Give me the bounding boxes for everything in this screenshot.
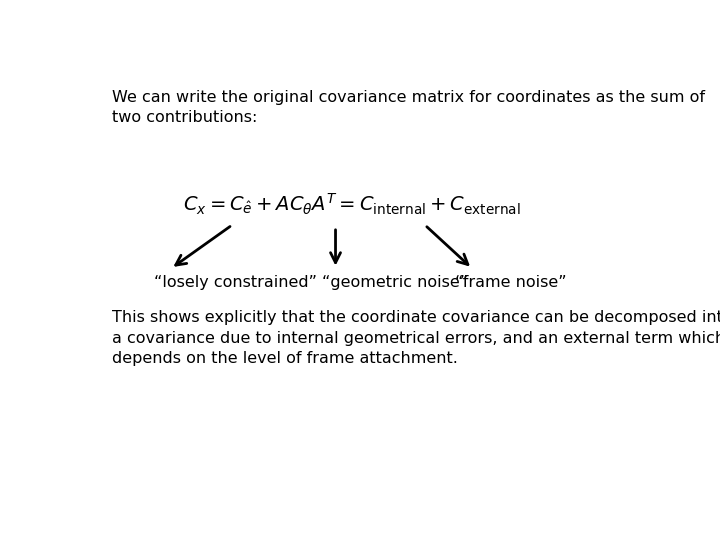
Text: “losely constrained”: “losely constrained”: [154, 275, 318, 290]
Text: “frame noise”: “frame noise”: [456, 275, 567, 290]
Text: “geometric noise”: “geometric noise”: [322, 275, 468, 290]
Text: This shows explicitly that the coordinate covariance can be decomposed into
a co: This shows explicitly that the coordinat…: [112, 310, 720, 366]
Text: We can write the original covariance matrix for coordinates as the sum of
two co: We can write the original covariance mat…: [112, 90, 706, 125]
Text: $C_x = C_{\hat{e}} + AC_{\theta}A^T = C_{\mathrm{internal}} + C_{\mathrm{externa: $C_x = C_{\hat{e}} + AC_{\theta}A^T = C_…: [184, 192, 521, 217]
